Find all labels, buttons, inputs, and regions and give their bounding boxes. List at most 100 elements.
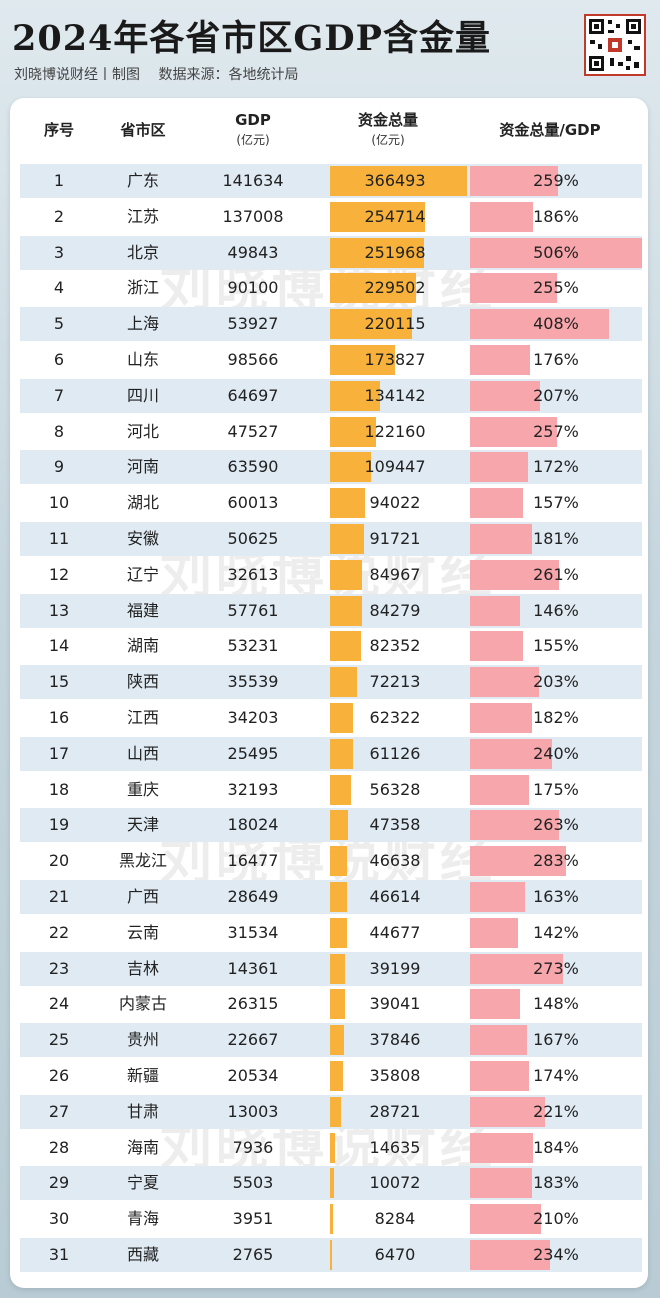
rank-cell: 7 [53, 385, 65, 405]
ratio-cell: 255% [533, 278, 579, 298]
region-cell: 青海 [126, 1209, 159, 1229]
ratio-bar [470, 703, 532, 733]
ratio-cell: 174% [533, 1066, 579, 1085]
funds-cell: 39041 [369, 994, 421, 1014]
funds-cell: 10072 [369, 1173, 421, 1193]
table-row: 14 湖南 53231 82352 155% [20, 629, 642, 663]
funds-cell: 366493 [364, 171, 426, 190]
funds-bar [330, 166, 467, 196]
rank-cell: 6 [53, 350, 65, 369]
region-cell: 河北 [126, 421, 159, 441]
funds-cell: 229502 [364, 278, 426, 298]
gdp-cell: 90100 [227, 278, 279, 298]
ratio-bar [470, 1132, 533, 1163]
region-cell: 宁夏 [126, 1173, 159, 1193]
rank-cell: 20 [48, 851, 70, 871]
table-row: 30 青海 3951 8284 210% [20, 1202, 642, 1236]
rank-cell: 17 [48, 743, 70, 763]
funds-bar [330, 1061, 344, 1091]
ratio-cell: 259% [533, 171, 579, 190]
source-text: 数据来源：各地统计局 [158, 67, 299, 83]
region-cell: 辽宁 [126, 564, 159, 584]
ratio-cell: 261% [533, 564, 579, 584]
funds-cell: 254714 [364, 206, 426, 226]
table-row: 3 北京 49843 251968 506% [20, 235, 642, 270]
gdp-cell: 7936 [232, 1137, 274, 1157]
table-row: 19 天津 18024 47358 263% [20, 808, 642, 843]
credit-text: 刘晓博说财经丨制图 [14, 67, 140, 83]
region-cell: 天津 [126, 815, 159, 835]
table-row: 18 重庆 32193 56328 175% [20, 773, 642, 807]
gdp-cell: 64697 [227, 385, 279, 405]
funds-bar [330, 810, 348, 841]
funds-bar [330, 846, 348, 877]
region-cell: 云南 [126, 922, 159, 942]
gdp-cell: 57761 [227, 600, 279, 620]
rank-cell: 26 [48, 1066, 70, 1085]
ratio-cell: 203% [533, 672, 579, 692]
table-row: 15 陕西 35539 72213 203% [20, 665, 642, 700]
gdp-cell: 16477 [227, 851, 279, 871]
ratio-bar [470, 953, 563, 984]
table-row: 12 辽宁 32613 84967 261% [20, 558, 642, 592]
rank-cell: 30 [48, 1209, 70, 1229]
ratio-bar [470, 631, 523, 662]
funds-bar [330, 524, 365, 554]
ratio-cell: 142% [533, 922, 579, 942]
ratio-bar [470, 524, 532, 554]
funds-bar [330, 989, 345, 1020]
region-cell: 内蒙古 [118, 994, 167, 1014]
gdp-cell: 28649 [227, 887, 279, 906]
funds-cell: 8284 [374, 1209, 416, 1229]
funds-cell: 46614 [369, 887, 421, 906]
gdp-cell: 34203 [227, 708, 279, 727]
funds-cell: 94022 [369, 493, 421, 513]
rank-cell: 11 [48, 529, 70, 548]
funds-cell: 91721 [369, 529, 421, 548]
funds-cell: 62322 [369, 708, 421, 727]
rank-cell: 14 [48, 636, 70, 656]
rank-cell: 8 [53, 421, 65, 441]
funds-bar [330, 917, 347, 948]
table-row: 6 山东 98566 173827 176% [20, 343, 642, 377]
funds-bar [330, 559, 362, 590]
region-cell: 海南 [126, 1137, 159, 1157]
header-gdp-label: GDP [235, 111, 271, 129]
ratio-bar [470, 846, 567, 877]
gdp-cell: 98566 [227, 350, 279, 369]
ratio-bar [470, 917, 519, 948]
funds-cell: 72213 [369, 672, 421, 692]
funds-cell: 173827 [364, 350, 426, 369]
funds-cell: 84279 [369, 600, 421, 620]
region-cell: 甘肃 [126, 1101, 159, 1121]
rank-cell: 27 [48, 1101, 70, 1121]
table-row: 1 广东 141634 366493 259% [20, 164, 642, 198]
table-row: 24 内蒙古 26315 39041 148% [20, 987, 642, 1021]
funds-cell: 46638 [369, 851, 421, 871]
funds-bar [330, 273, 416, 304]
ratio-cell: 155% [533, 636, 579, 656]
ratio-bar [470, 345, 530, 375]
region-cell: 江西 [126, 708, 159, 727]
table-row: 31 西藏 2765 6470 234% [20, 1238, 642, 1272]
ratio-cell: 182% [533, 708, 579, 727]
ratio-bar [470, 882, 526, 912]
chart-title: 2024年各省市区GDP含金量 [12, 18, 491, 59]
gdp-cell: 26315 [227, 994, 279, 1014]
region-cell: 新疆 [126, 1066, 159, 1085]
chart-subtitle: 刘晓博说财经丨制图 数据来源：各地统计局 [14, 64, 312, 84]
region-cell: 浙江 [126, 278, 159, 298]
header-rank: 序号 [43, 121, 74, 139]
gdp-cell: 47527 [227, 421, 279, 441]
funds-bar [330, 667, 357, 698]
funds-cell: 47358 [369, 815, 421, 835]
region-cell: 山西 [126, 743, 159, 763]
region-cell: 西藏 [126, 1245, 159, 1264]
table-row: 16 江西 34203 62322 182% [20, 701, 642, 735]
rank-cell: 3 [53, 242, 65, 262]
region-cell: 四川 [126, 385, 159, 405]
funds-bar [330, 237, 425, 268]
ratio-cell: 146% [533, 600, 579, 620]
ratio-bar [470, 488, 524, 519]
region-cell: 北京 [126, 242, 159, 262]
